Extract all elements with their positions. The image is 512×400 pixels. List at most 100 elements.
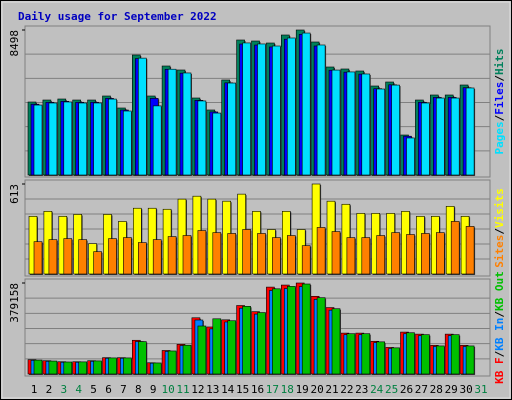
x-tick-label: 28 xyxy=(430,383,443,396)
bar xyxy=(33,104,43,176)
bar xyxy=(33,241,43,275)
bar xyxy=(78,361,87,375)
bar xyxy=(465,345,475,375)
bar xyxy=(227,82,236,176)
legend-entry: Visits xyxy=(493,188,506,228)
bar xyxy=(465,87,475,176)
x-tick-label: 5 xyxy=(90,383,97,396)
bar xyxy=(316,227,326,275)
bar xyxy=(152,362,162,375)
bar xyxy=(108,238,117,275)
chart-title: Daily usage for September 2022 xyxy=(18,10,217,23)
bar xyxy=(272,288,281,375)
bar xyxy=(435,97,445,176)
bar xyxy=(48,360,58,375)
bar xyxy=(138,341,147,375)
bar xyxy=(63,101,73,176)
bar xyxy=(93,102,102,176)
bar xyxy=(197,325,207,375)
x-tick-label: 16 xyxy=(251,383,264,396)
bar xyxy=(301,32,311,176)
bar xyxy=(421,233,430,275)
y-tick-label: 613 xyxy=(8,184,21,204)
bar xyxy=(465,226,475,275)
bar xyxy=(272,45,281,176)
x-tick-label: 24 xyxy=(370,383,384,396)
bar xyxy=(212,112,222,176)
x-tick-label: 14 xyxy=(221,383,235,396)
bar xyxy=(212,318,222,375)
bar xyxy=(316,297,326,375)
bar xyxy=(346,333,356,375)
bar xyxy=(406,234,415,275)
x-tick-label: 20 xyxy=(310,383,323,396)
legend-entry: KB In xyxy=(493,318,506,351)
x-tick-label: 3 xyxy=(60,383,67,396)
bar xyxy=(435,345,445,375)
bar xyxy=(138,242,147,275)
bar xyxy=(435,232,445,275)
x-tick-label: 10 xyxy=(161,383,174,396)
bar xyxy=(391,347,400,375)
x-tick-label: 23 xyxy=(355,383,368,396)
bar xyxy=(450,97,460,176)
legend-separator: / xyxy=(493,228,506,235)
legend: KB F/KB In/KB Out xyxy=(493,271,506,384)
bar xyxy=(133,207,142,275)
legend-entry: Sites xyxy=(493,235,506,268)
x-tick-label: 8 xyxy=(135,383,142,396)
bar xyxy=(123,357,132,375)
bar xyxy=(48,239,58,275)
x-tick-label: 1 xyxy=(31,383,38,396)
bar xyxy=(286,37,296,176)
bar xyxy=(227,320,236,375)
bar xyxy=(286,286,296,375)
bar xyxy=(167,68,177,176)
bar xyxy=(391,84,400,176)
bar xyxy=(391,232,400,275)
legend-entry: KB F xyxy=(493,357,506,384)
bar xyxy=(182,235,192,275)
x-tick-label: 7 xyxy=(120,383,127,396)
bar xyxy=(63,238,73,275)
bar xyxy=(272,237,281,275)
bar xyxy=(242,306,251,375)
bar xyxy=(346,237,356,275)
x-tick-label: 21 xyxy=(325,383,338,396)
bar xyxy=(227,233,236,275)
bar xyxy=(257,43,266,176)
x-tick-label: 13 xyxy=(206,383,219,396)
bar xyxy=(167,236,177,275)
x-tick-label: 29 xyxy=(445,383,458,396)
bar xyxy=(33,359,43,375)
bar xyxy=(108,357,117,375)
bar xyxy=(361,237,371,275)
x-tick-label: 26 xyxy=(400,383,413,396)
bar xyxy=(138,57,147,176)
bar xyxy=(152,105,162,176)
bar xyxy=(376,235,386,275)
bar xyxy=(78,102,87,176)
bar xyxy=(167,350,177,375)
x-tick-label: 6 xyxy=(105,383,112,396)
bar xyxy=(123,237,132,275)
bar xyxy=(93,251,102,275)
x-tick-label: 17 xyxy=(266,383,279,396)
legend-entry: Files xyxy=(493,82,506,115)
legend-entry: Hits xyxy=(493,49,506,76)
x-tick-label: 4 xyxy=(75,383,82,396)
x-tick-label: 12 xyxy=(191,383,204,396)
bar xyxy=(123,110,132,176)
bar xyxy=(406,332,415,375)
bar xyxy=(212,232,222,275)
x-tick-label: 25 xyxy=(385,383,398,396)
x-tick-label: 18 xyxy=(281,383,294,396)
bar xyxy=(257,312,266,375)
bar xyxy=(286,235,296,275)
x-tick-label: 30 xyxy=(459,383,472,396)
legend-entry: KB Out xyxy=(493,271,506,311)
bar xyxy=(48,102,58,176)
legend-separator: / xyxy=(493,350,506,357)
x-tick-label: 9 xyxy=(150,383,157,396)
